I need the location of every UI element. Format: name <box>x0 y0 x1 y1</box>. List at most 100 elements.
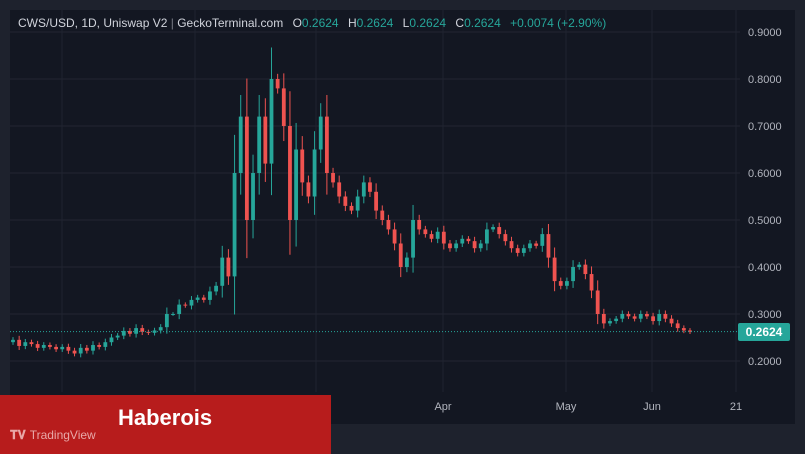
high-value: 0.2624 <box>356 16 394 30</box>
y-tick-label: 0.7000 <box>748 121 782 133</box>
candle-body <box>60 346 65 350</box>
candle-body <box>269 79 274 164</box>
candle-body <box>521 248 526 253</box>
candle-body <box>134 328 138 334</box>
y-tick-label: 0.3000 <box>748 309 782 321</box>
candle-body <box>244 116 249 220</box>
close-label: C <box>455 16 465 30</box>
y-tick-label: 0.4000 <box>748 262 782 274</box>
source-label: GeckoTerminal.com <box>177 16 284 30</box>
candle-body <box>312 149 317 197</box>
close-value: 0.2624 <box>464 16 501 30</box>
overlay-banner <box>0 395 331 454</box>
candle-body <box>23 342 28 346</box>
candle-body <box>577 264 582 267</box>
candle-body <box>238 116 243 173</box>
candle-body <box>91 345 95 351</box>
candle-body <box>374 191 379 211</box>
candle-body <box>11 339 15 343</box>
candle-body <box>645 314 649 317</box>
candle-body <box>448 243 452 249</box>
candle-body <box>466 238 471 242</box>
x-tick-label: May <box>556 401 577 413</box>
open-value: 0.2624 <box>301 16 339 30</box>
legend-separator: | <box>170 16 174 30</box>
candle-body <box>97 345 102 347</box>
candle-body <box>275 79 280 89</box>
candle-body <box>681 328 686 331</box>
candle-body <box>121 330 126 336</box>
candle-body <box>380 210 385 220</box>
candle-body <box>528 243 532 249</box>
candle-body <box>601 314 606 324</box>
tradingview-logo-icon: 𝐓𝐕 <box>10 428 26 442</box>
brand-label: TradingView <box>29 428 96 442</box>
candle-body <box>208 291 212 300</box>
candle-body <box>201 297 206 300</box>
y-tick-label: 0.8000 <box>748 74 782 86</box>
y-tick-label: 0.9000 <box>748 27 782 39</box>
candle-body <box>632 316 637 319</box>
candle-body <box>423 229 428 235</box>
candle-body <box>565 281 569 286</box>
candle-body <box>478 243 483 249</box>
candle-body <box>164 314 169 328</box>
candle-body <box>66 346 71 351</box>
candle-body <box>331 173 335 183</box>
candle-body <box>171 314 175 315</box>
change-value: +0.0074 (+2.90%) <box>510 16 607 30</box>
candle-body <box>232 173 237 277</box>
candle-body <box>491 227 495 230</box>
candle-body <box>103 342 108 347</box>
candle-body <box>294 149 299 220</box>
candle-body <box>343 196 348 206</box>
candle-body <box>441 231 446 244</box>
candle-body <box>140 328 145 332</box>
candle-body <box>318 116 323 150</box>
candle-body <box>552 257 557 282</box>
last-price-badge: 0.2624 <box>738 323 790 341</box>
candle-body <box>337 182 342 197</box>
candle-body <box>300 149 305 183</box>
y-tick-label: 0.2000 <box>748 356 782 368</box>
candle-body <box>158 327 163 331</box>
y-tick-label: 0.6000 <box>748 168 782 180</box>
candle-body <box>663 314 668 319</box>
candle-body <box>54 346 58 350</box>
candle-body <box>546 234 551 258</box>
candle-body <box>226 257 231 277</box>
candle-body <box>29 342 34 345</box>
candle-body <box>220 257 225 286</box>
candle-body <box>454 243 459 249</box>
high-label: H <box>347 16 357 30</box>
candle-body <box>288 126 292 220</box>
candle-body <box>657 314 662 322</box>
candle-body <box>688 330 692 332</box>
candle-body <box>349 205 354 211</box>
y-tick-label: 0.5000 <box>748 215 782 227</box>
chart-legend: CWS/USD, 1D, Uniswap V2 | GeckoTerminal.… <box>18 16 606 30</box>
candle-body <box>583 264 588 275</box>
candle-body <box>651 316 655 322</box>
candle-body <box>17 339 22 346</box>
candle-body <box>429 234 434 239</box>
candle-body <box>128 330 132 334</box>
candle-body <box>214 285 219 292</box>
candle-body <box>189 299 194 306</box>
candle-body <box>540 234 545 246</box>
candle-body <box>109 337 114 343</box>
candle-body <box>626 314 631 317</box>
banner-title: Haberois <box>118 405 213 430</box>
symbol-label: CWS/USD, 1D, Uniswap V2 <box>18 16 168 30</box>
candle-body <box>35 344 40 348</box>
candle-body <box>84 347 89 351</box>
candle-body <box>460 238 465 244</box>
candle-body <box>503 234 508 242</box>
candle-body <box>392 229 397 244</box>
candle-body <box>41 345 46 348</box>
candle-body <box>195 297 200 300</box>
tradingview-brand: 𝐓𝐕 TradingView <box>10 428 96 443</box>
candle-body <box>472 241 477 249</box>
